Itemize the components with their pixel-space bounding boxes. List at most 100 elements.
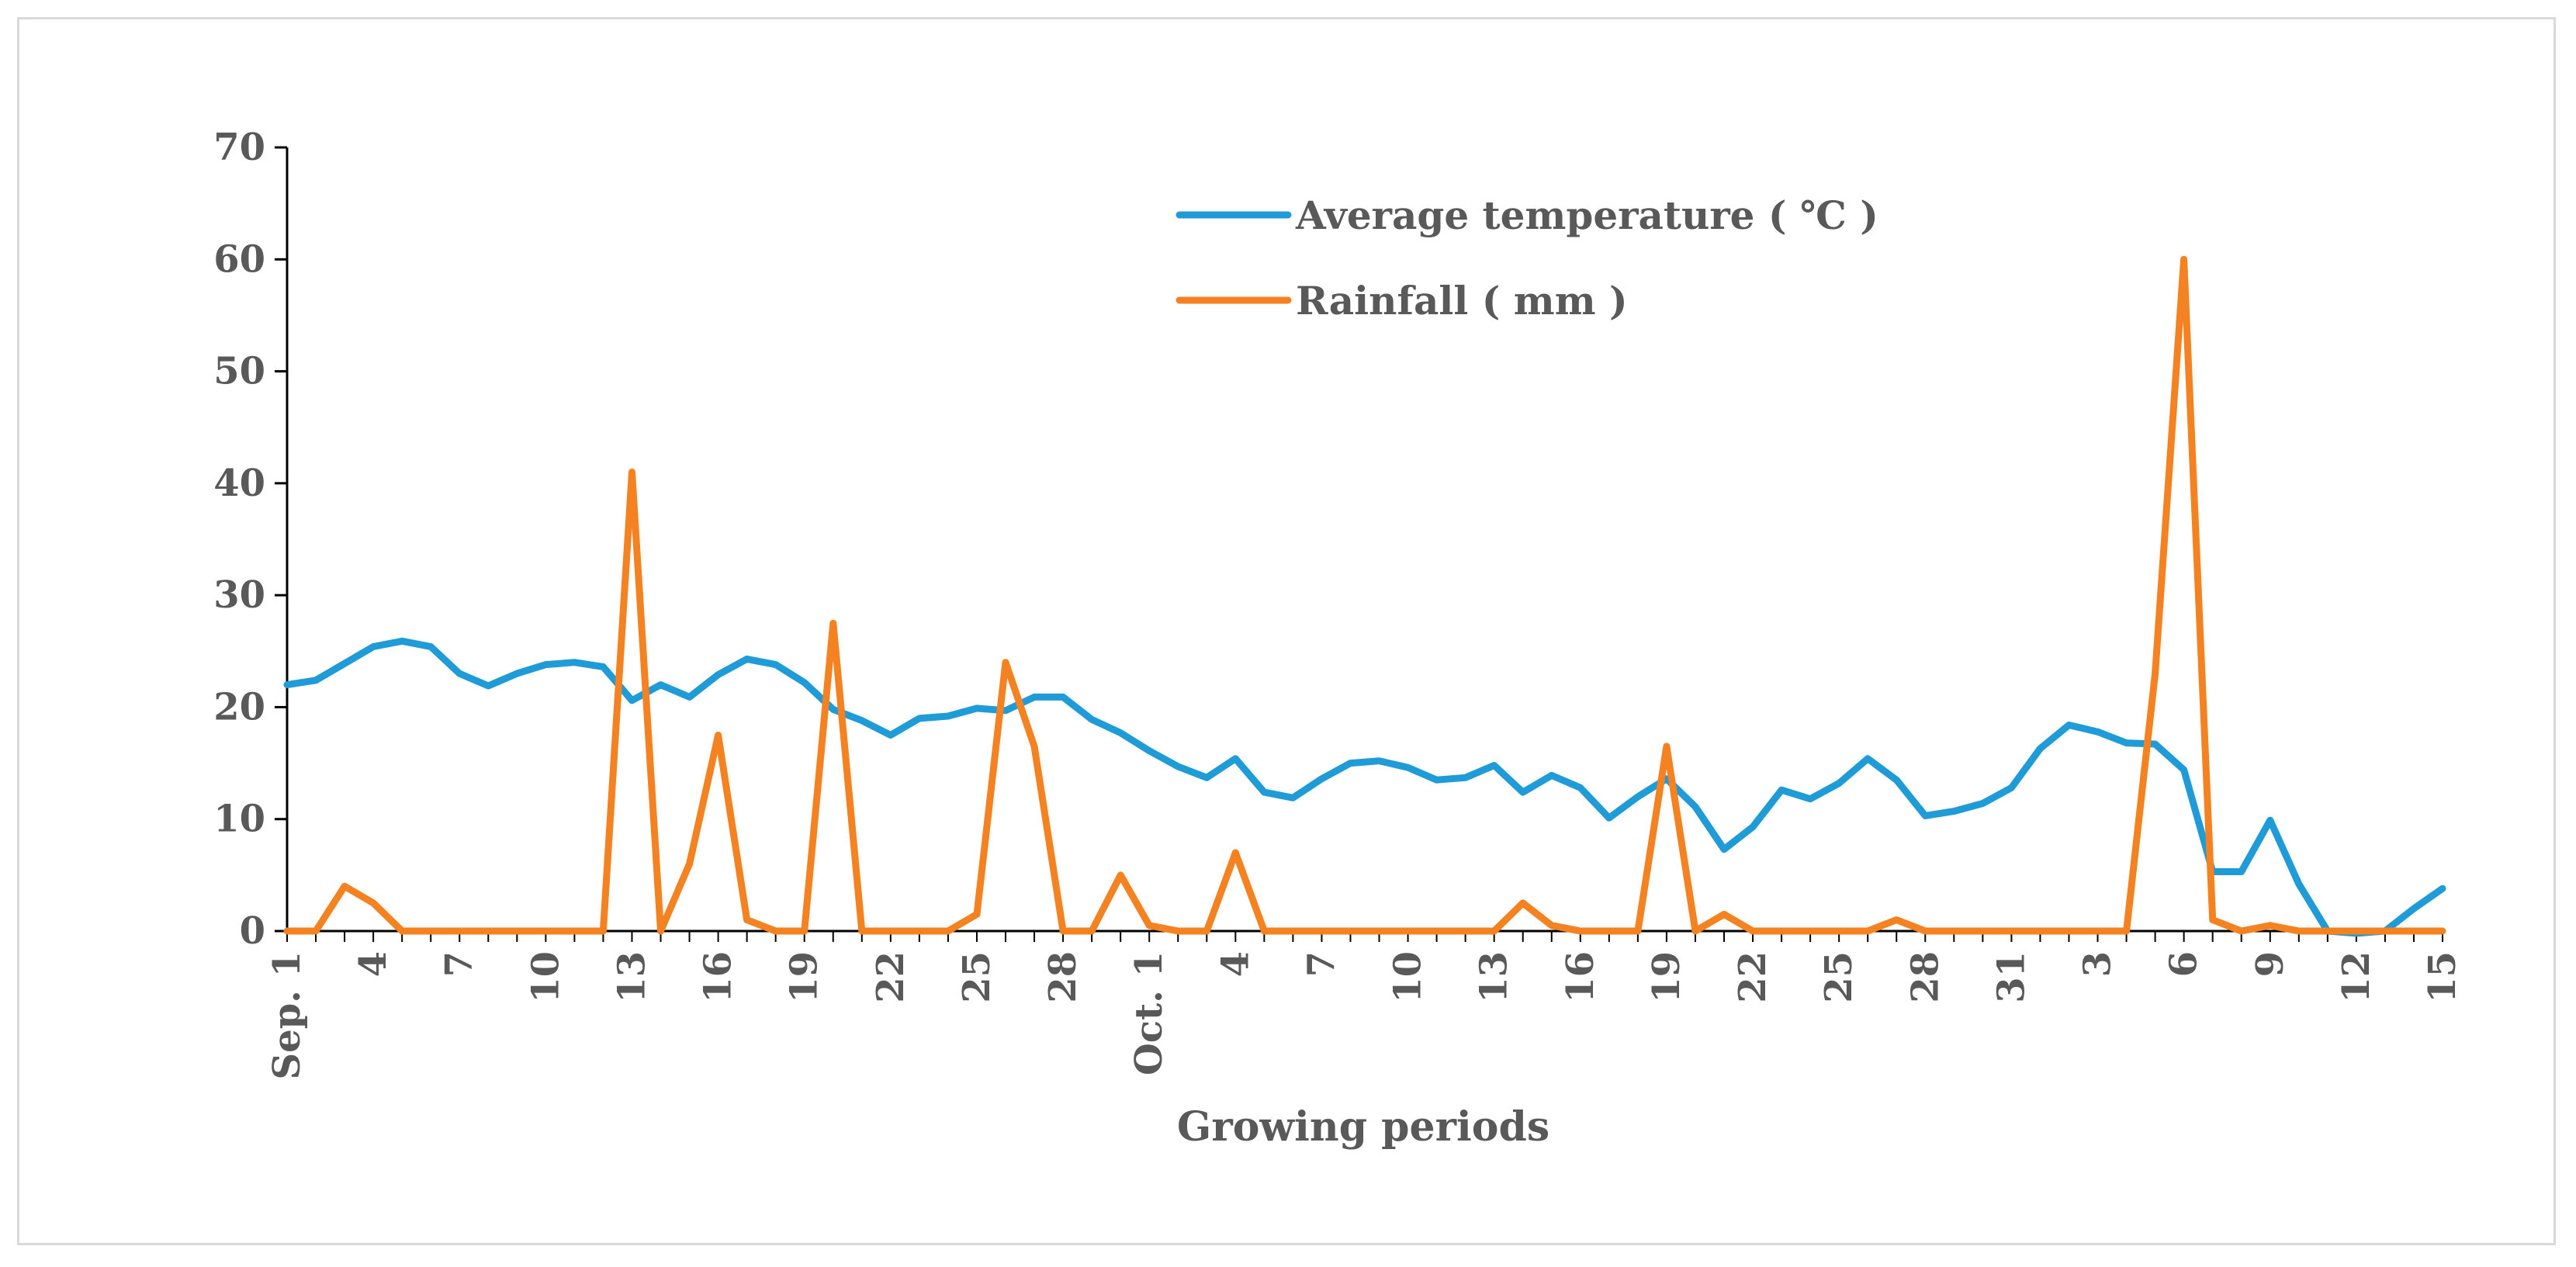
rainfall-point (2241, 930, 2242, 932)
temperature-point (1379, 760, 1380, 762)
x-tick-label: 10 (524, 951, 567, 1003)
rainfall-point (344, 885, 345, 887)
rainfall-point (1551, 925, 1553, 926)
rainfall-point (1896, 919, 1897, 921)
temperature-point (2442, 888, 2443, 889)
temperature-point (2155, 743, 2156, 745)
rainfall-point (1234, 852, 1236, 853)
temperature-point (344, 663, 345, 664)
rainfall-point (1752, 930, 1754, 932)
temperature-point (1206, 777, 1207, 778)
temperature-point (689, 696, 691, 698)
temperature-point (430, 646, 431, 648)
x-tick-label: 19 (783, 951, 826, 1003)
x-tick-label: 16 (1559, 951, 1602, 1003)
temperature-point (401, 640, 403, 642)
temperature-point (1838, 783, 1840, 784)
rainfall-point (372, 902, 374, 904)
temperature-point (573, 662, 575, 663)
rainfall-point (890, 930, 892, 932)
temperature-point (2069, 725, 2070, 726)
rainfall-point (919, 930, 920, 932)
rainfall-point (2069, 930, 2070, 932)
rainfall-point (2384, 930, 2386, 932)
temperature-point (890, 735, 892, 736)
temperature-point (976, 708, 978, 709)
rainfall-point (2010, 930, 2012, 932)
temperature-point (2010, 787, 2012, 788)
rainfall-point (2270, 925, 2271, 926)
rainfall-point (833, 622, 834, 624)
rainfall-point (286, 930, 288, 932)
temperature-point (2270, 819, 2271, 821)
rainfall-point (602, 930, 604, 932)
x-tick-label: 7 (438, 951, 481, 977)
rainfall-point (1953, 930, 1955, 932)
rainfall-point (1522, 902, 1524, 904)
rainfall-point (2327, 930, 2328, 932)
temperature-point (2241, 871, 2242, 873)
rainfall-point (2183, 258, 2185, 260)
temperature-point (372, 646, 374, 648)
x-tick-label: 25 (1817, 951, 1861, 1003)
rainfall-point (1723, 913, 1725, 915)
rainfall-point (1637, 930, 1639, 932)
x-axis: Sep. 1 4 7 10 13 16 19 22 25 28 Oct. 1 4 7 10 13 16 19 22… (265, 929, 2464, 1080)
rainfall-point (401, 930, 403, 932)
x-tick-label: 31 (1989, 951, 2033, 1003)
temperature-point (1234, 758, 1236, 760)
rainfall-point (1177, 930, 1179, 932)
temperature-point (718, 674, 719, 676)
rainfall-point (516, 930, 518, 932)
temperature-point (1809, 798, 1811, 800)
rainfall-point (1666, 746, 1667, 747)
rainfall-point (2356, 930, 2357, 932)
x-tick-label: 10 (1387, 951, 1430, 1003)
temperature-point (2039, 748, 2041, 749)
rainfall-point (746, 919, 748, 921)
temperature-point (2126, 743, 2128, 744)
x-tick-label: Sep. 1 (265, 951, 309, 1080)
y-tick-label: 40 (213, 462, 265, 505)
rainfall-point (1206, 930, 1207, 932)
temperature-point (1924, 815, 1926, 816)
temperature-point (1522, 791, 1524, 793)
legend: Average temperature ( ℃ ) Rainfall ( mm … (1175, 192, 1878, 324)
rainfall-series-line (283, 255, 2446, 935)
y-tick-label: 70 (213, 126, 265, 169)
x-tick-label: 4 (1214, 951, 1257, 977)
x-axis-title: Growing periods (1177, 1103, 1549, 1151)
temperature-point (1723, 849, 1725, 850)
temperature-point (1896, 779, 1897, 781)
temperature-point (1120, 732, 1121, 734)
x-tick-label: 9 (2249, 951, 2292, 977)
temperature-point (1091, 718, 1092, 720)
temperature-point (1608, 817, 1610, 819)
temperature-point (804, 682, 805, 684)
temperature-point (545, 664, 546, 666)
x-tick-label: 28 (1903, 951, 1947, 1003)
rainfall-point (660, 930, 662, 932)
rainfall-point (718, 735, 719, 736)
rainfall-point (632, 471, 633, 473)
x-tick-label: 4 (351, 951, 395, 977)
rainfall-point (2126, 930, 2128, 932)
rainfall-point (1436, 930, 1438, 932)
x-tick-label: 22 (869, 951, 912, 1003)
rainfall-point (689, 863, 691, 864)
temperature-point (1580, 787, 1581, 788)
rainfall-point (1608, 930, 1610, 932)
temperature-point (1551, 774, 1553, 776)
x-tick-label: 13 (610, 951, 653, 1003)
rainfall-point (1062, 930, 1064, 932)
rainfall-point (1982, 930, 1983, 932)
rainfall-point (459, 930, 460, 932)
temperature-point (1177, 766, 1179, 767)
temperature-point (1953, 811, 1955, 812)
rainfall-point (2413, 930, 2415, 932)
temperature-point (1407, 767, 1409, 768)
chart-frame (17, 17, 2556, 1245)
temperature-point (1062, 696, 1064, 698)
x-tick-label: 3 (2076, 951, 2120, 977)
temperature-point (1465, 777, 1466, 778)
